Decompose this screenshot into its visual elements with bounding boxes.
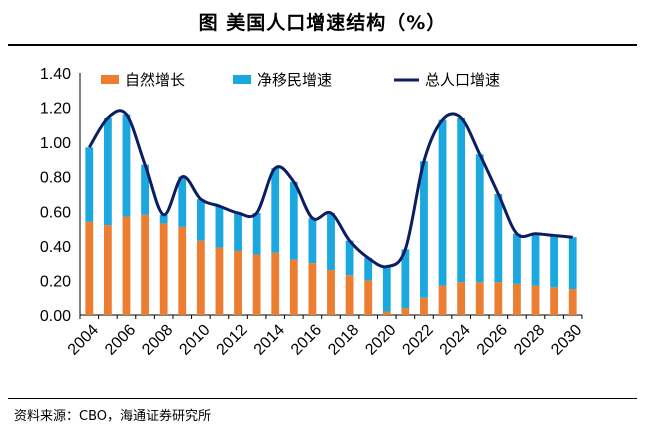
bar-natural-growth [438, 285, 447, 315]
x-tick-label: 2020 [362, 321, 399, 358]
bar-natural-growth [494, 282, 503, 315]
bar-natural-growth [215, 247, 224, 315]
bar-natural-growth [159, 223, 168, 315]
bar-natural-growth [364, 280, 373, 315]
x-tick-label: 2006 [102, 321, 139, 358]
x-tick-label: 2008 [139, 321, 176, 358]
bar-net-migration [364, 257, 373, 281]
bar-natural-growth [513, 283, 521, 315]
bar-net-migration [141, 164, 149, 215]
x-tick-label: 2010 [176, 321, 213, 358]
bar-net-migration [550, 235, 559, 288]
bar-net-migration [122, 114, 131, 217]
bar-net-migration [178, 176, 187, 227]
bar-net-migration [382, 266, 391, 312]
bar-net-migration [271, 168, 280, 253]
bar-net-migration [85, 147, 94, 222]
bar-net-migration [438, 119, 447, 286]
legend-swatch-net-migration [233, 75, 251, 84]
bar-net-migration [196, 199, 205, 241]
bar-natural-growth [475, 282, 484, 315]
bar-natural-growth [401, 308, 410, 315]
bar-net-migration [531, 233, 540, 286]
bar-net-migration [420, 161, 428, 298]
bar-natural-growth [550, 287, 559, 315]
bar-natural-growth [457, 282, 466, 315]
bar-net-migration [215, 206, 224, 248]
bar-net-migration [289, 181, 298, 260]
line-total-population-growth [88, 109, 573, 269]
y-tick-label: 0.80 [40, 170, 71, 187]
bar-net-migration [475, 154, 484, 283]
bar-net-migration [494, 194, 503, 283]
bar-net-migration [345, 240, 354, 276]
bar-net-migration [401, 249, 410, 309]
x-tick-label: 2030 [548, 321, 585, 358]
y-tick-label: 0.60 [40, 204, 71, 221]
bar-natural-growth [103, 225, 112, 315]
bar-natural-growth [141, 214, 149, 315]
chart-area: 0.00 0.20 0.40 0.60 0.80 1.00 1.20 1.40 2004 2006… [40, 66, 586, 359]
y-tick-label: 0.20 [40, 273, 71, 290]
legend-swatch-natural-growth [101, 75, 119, 84]
bar-natural-growth [327, 270, 335, 315]
bar-net-migration [327, 213, 335, 271]
bar-natural-growth [178, 226, 187, 315]
bar-net-migration [159, 214, 168, 224]
x-tick-label: 2018 [325, 321, 362, 358]
bar-net-migration [568, 237, 577, 290]
y-tick-label: 0.40 [40, 239, 71, 256]
y-tick-label: 1.20 [40, 101, 71, 118]
bar-net-migration [252, 213, 261, 255]
x-tick-label: 2004 [65, 321, 102, 358]
x-tick-label: 2026 [474, 321, 511, 358]
x-tick-label: 2016 [288, 321, 325, 358]
bar-natural-growth [234, 251, 242, 315]
bar-natural-growth [196, 240, 205, 315]
bar-natural-growth [271, 252, 280, 315]
legend-label-net-migration: 净移民增速 [257, 71, 332, 89]
bar-net-migration [513, 233, 521, 284]
bar-net-migration [234, 213, 242, 252]
bar-natural-growth [420, 297, 428, 315]
chart-title: 图 美国人口增速结构（%） [198, 12, 447, 34]
y-tick-label: 1.00 [40, 135, 71, 152]
bar-net-migration [103, 117, 112, 226]
bar-natural-growth [122, 216, 131, 315]
bar-natural-growth [289, 259, 298, 315]
x-tick-label: 2012 [214, 321, 251, 358]
bar-net-migration [308, 218, 317, 264]
y-tick-label: 0.00 [40, 308, 71, 325]
bottom-rule [8, 398, 637, 399]
x-tick-label: 2028 [511, 321, 548, 358]
bar-natural-growth [382, 311, 391, 315]
bar-natural-growth [531, 285, 540, 315]
x-tick-label: 2022 [400, 321, 437, 358]
top-rule [8, 44, 637, 46]
bar-net-migration [457, 117, 466, 283]
legend-label-natural-growth: 自然增长 [125, 71, 185, 89]
bar-natural-growth [568, 289, 577, 315]
y-tick-label: 1.40 [40, 66, 71, 83]
legend-label-total-growth: 总人口增速 [425, 71, 500, 89]
x-tick-label: 2024 [437, 321, 474, 358]
bar-natural-growth [345, 275, 354, 315]
x-tick-label: 2014 [251, 321, 288, 358]
bar-natural-growth [85, 221, 94, 315]
source-note: 资料来源：CBO，海通证券研究所 [14, 409, 211, 424]
bar-natural-growth [252, 254, 261, 315]
bar-natural-growth [308, 263, 317, 315]
